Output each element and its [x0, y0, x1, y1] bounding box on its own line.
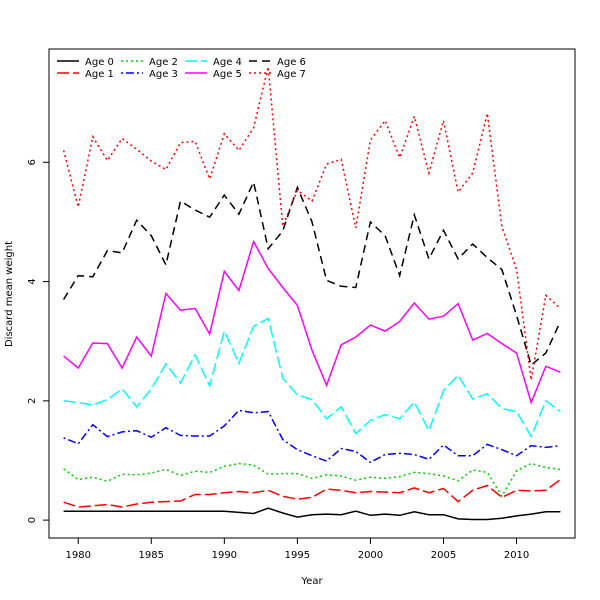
y-axis: 0 2 4 6	[27, 159, 49, 523]
series-line-age-2	[63, 462, 561, 498]
series-line-age-5	[63, 239, 561, 405]
legend-label: Age 7	[277, 69, 306, 80]
legend-label: Age 6	[277, 57, 306, 68]
series-line-age-6	[62, 179, 562, 367]
y-tick-label: 4	[27, 278, 38, 284]
y-tick-label: 2	[27, 398, 38, 404]
legend-label: Age 0	[85, 57, 114, 68]
series-line-age-7	[62, 66, 561, 381]
series-layer	[62, 66, 562, 521]
x-axis-label: Year	[300, 576, 323, 587]
x-tick-label: 2000	[358, 550, 383, 561]
series-line-age-1	[63, 478, 561, 508]
series-line-age-4	[63, 317, 561, 439]
legend-label: Age 2	[149, 57, 178, 68]
x-tick-label: 2010	[504, 550, 529, 561]
x-tick-label: 1990	[212, 550, 237, 561]
x-tick-label: 1995	[285, 550, 310, 561]
x-tick-label: 1980	[65, 550, 90, 561]
y-tick-label: 6	[27, 159, 38, 165]
legend-label: Age 3	[149, 69, 178, 80]
y-tick-label: 0	[27, 517, 38, 523]
x-axis: 1980 1985 1990 1995 2000 2005 2010	[65, 537, 529, 561]
legend-label: Age 5	[213, 69, 242, 80]
y-axis-label: Discard mean weight	[4, 241, 15, 347]
series-line-age-3	[63, 409, 561, 464]
x-tick-label: 2005	[431, 550, 456, 561]
legend-label: Age 1	[85, 69, 114, 80]
series-line-age-0	[63, 507, 561, 521]
x-tick-label: 1985	[139, 550, 164, 561]
legend-label: Age 4	[213, 57, 242, 68]
